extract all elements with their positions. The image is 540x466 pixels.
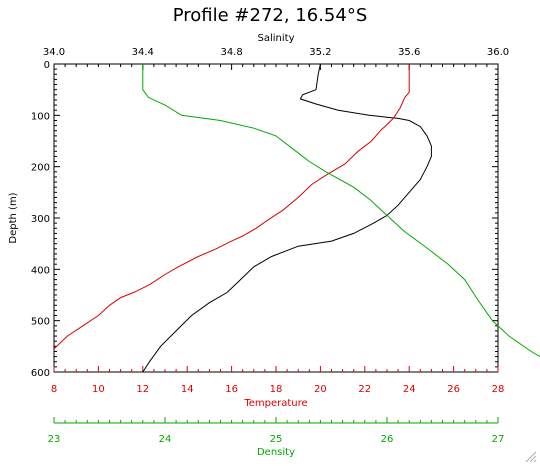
axis-tick-label: 8 xyxy=(51,384,57,395)
axis-tick-label: 34.8 xyxy=(220,47,242,58)
axis-tick-label: 35.2 xyxy=(309,47,331,58)
depth-tick-label: 0 xyxy=(44,60,50,71)
depth-tick-label: 500 xyxy=(31,317,50,328)
plot-area xyxy=(53,63,499,373)
depth-tick-label: 400 xyxy=(31,265,50,276)
density-axis-label: Density xyxy=(257,447,295,458)
axis-tick-label: 28 xyxy=(492,384,505,395)
depth-tick-label: 100 xyxy=(31,111,50,122)
resize-grip-icon[interactable] xyxy=(525,451,537,463)
axis-tick-label: 22 xyxy=(358,384,371,395)
axis-tick-label: 18 xyxy=(270,384,283,395)
salinity-axis-label: Salinity xyxy=(258,33,295,44)
axis-tick-label: 35.6 xyxy=(398,47,420,58)
axis-tick-label: 34.0 xyxy=(43,47,65,58)
axis-tick-label: 23 xyxy=(48,434,61,445)
axis-tick-label: 24 xyxy=(403,384,416,395)
axis-tick-label: 24 xyxy=(159,434,172,445)
salinity-profile-line xyxy=(142,63,432,373)
depth-tick-label: 600 xyxy=(31,368,50,379)
series-layer xyxy=(53,63,540,373)
depth-tick-label: 300 xyxy=(31,214,50,225)
temperature-axis-label: Temperature xyxy=(243,398,307,409)
axis-tick-label: 25 xyxy=(270,434,283,445)
axis-tick-label: 12 xyxy=(136,384,149,395)
depth-axis-label: Depth (m) xyxy=(8,192,19,243)
axis-tick-label: 27 xyxy=(492,434,505,445)
axis-tick-label: 36.0 xyxy=(487,47,509,58)
chart-title: Profile #272, 16.54°S xyxy=(173,5,368,26)
axis-tick-label: 34.4 xyxy=(132,47,154,58)
axis-tick-label: 26 xyxy=(381,434,394,445)
temperature-profile-line xyxy=(53,64,410,350)
axis-tick-label: 14 xyxy=(181,384,194,395)
axis-tick-label: 20 xyxy=(314,384,327,395)
axis-tick-label: 16 xyxy=(225,384,238,395)
axis-tick-label: 10 xyxy=(92,384,105,395)
axis-tick-label: 26 xyxy=(447,384,460,395)
density-profile-line xyxy=(142,64,540,358)
depth-tick-label: 200 xyxy=(31,163,50,174)
